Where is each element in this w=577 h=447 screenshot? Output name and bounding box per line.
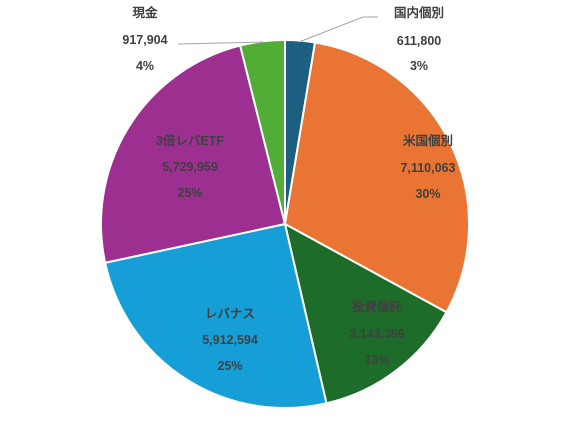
slice-label-cash-name: 現金 — [132, 5, 158, 20]
leader-line-cash — [177, 41, 264, 45]
pie-slice-toushin — [284, 223, 448, 405]
slice-label-kokunai-name: 国内個別 — [394, 5, 444, 20]
slice-label-kokunai-value: 611,800 — [397, 34, 442, 48]
slice-label-3x-etf-value: 5,729,959 — [162, 160, 218, 174]
pie-slice-cash — [239, 39, 286, 225]
slice-label-cash-percent: 4% — [136, 59, 154, 73]
pie-slice-3x-etf — [100, 44, 286, 264]
slice-label-toushin-name: 投資信託 — [352, 299, 403, 314]
slice-label-beikoku-name: 米国個別 — [402, 133, 453, 148]
slice-label-beikoku-value: 7,110,063 — [401, 161, 456, 175]
slice-labels: 国内個別 611,800 3% 米国個別 7,110,063 30% 投資信託 … — [122, 5, 455, 373]
slice-label-3x-etf-name: 3倍レバETF — [156, 133, 224, 148]
slice-label-levanas-value: 5,912,594 — [202, 333, 258, 347]
slice-label-levanas-name: レバナス — [205, 307, 255, 321]
slice-label-cash-value: 917,904 — [122, 33, 167, 47]
slice-label-3x-etf-percent: 25% — [177, 186, 202, 200]
pie-slice-beikoku — [284, 41, 470, 314]
slice-label-beikoku-percent: 30% — [415, 187, 440, 201]
slice-label-toushin-percent: 13% — [364, 353, 389, 367]
leader-lines — [177, 16, 378, 45]
pie-slice-levanas — [104, 223, 328, 409]
pie-slices — [100, 39, 470, 409]
leader-line-kokunai — [298, 16, 378, 43]
slice-label-kokunai-percent: 3% — [410, 59, 428, 73]
slice-label-toushin-value: 3,143,366 — [349, 327, 405, 341]
slice-label-levanas-percent: 25% — [217, 359, 242, 373]
